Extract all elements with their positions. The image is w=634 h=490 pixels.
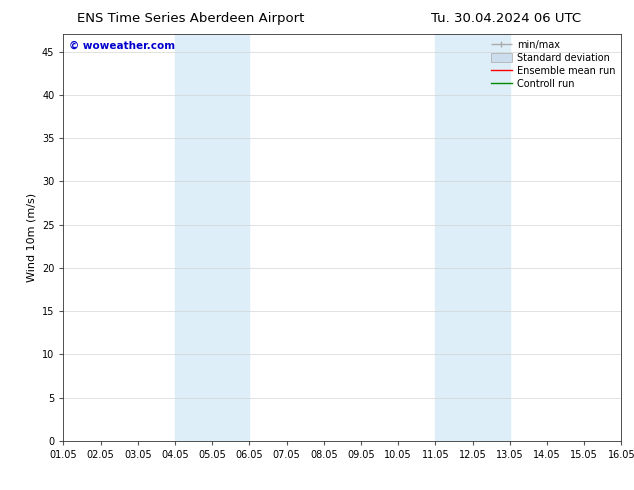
Legend: min/max, Standard deviation, Ensemble mean run, Controll run: min/max, Standard deviation, Ensemble me…: [487, 36, 619, 93]
Text: © woweather.com: © woweather.com: [69, 40, 175, 50]
Bar: [472, 34, 510, 441]
Bar: [212, 34, 249, 441]
Y-axis label: Wind 10m (m/s): Wind 10m (m/s): [27, 193, 36, 282]
Bar: [175, 34, 212, 441]
Text: ENS Time Series Aberdeen Airport: ENS Time Series Aberdeen Airport: [77, 12, 304, 25]
Text: Tu. 30.04.2024 06 UTC: Tu. 30.04.2024 06 UTC: [431, 12, 581, 25]
Bar: [436, 34, 472, 441]
